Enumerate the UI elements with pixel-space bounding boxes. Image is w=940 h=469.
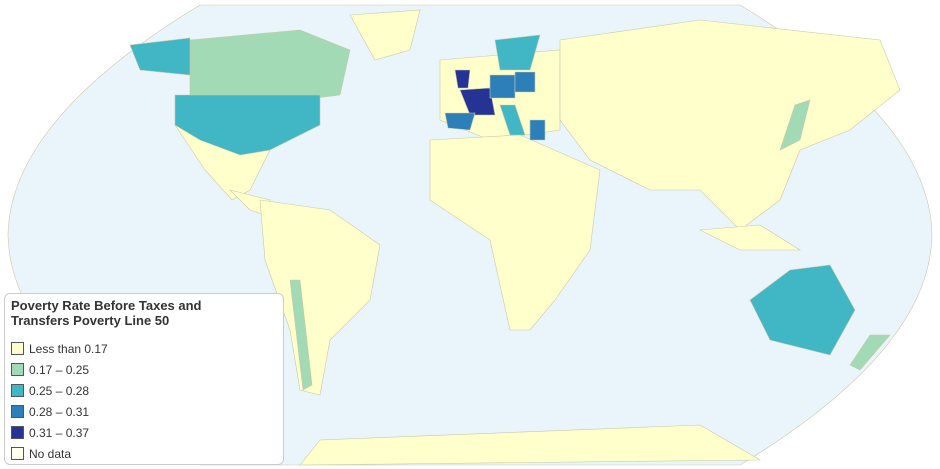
legend-label: No data: [29, 446, 72, 461]
legend-swatch: [11, 405, 24, 418]
country: [489, 74, 516, 99]
legend-item: 0.31 – 0.37: [11, 422, 277, 443]
country: [749, 264, 856, 356]
legend-swatch: [11, 363, 24, 376]
legend-items: Less than 0.17 0.17 – 0.25 0.25 – 0.28 0.28…: [11, 338, 277, 464]
legend-swatch: [11, 384, 24, 397]
legend-label: 0.25 – 0.28: [29, 383, 90, 398]
country: [444, 112, 476, 131]
country: [499, 104, 526, 136]
country: [429, 134, 601, 331]
country: [174, 94, 321, 156]
country: [514, 71, 536, 93]
country: [299, 424, 762, 466]
legend-label: 0.28 – 0.31: [29, 404, 90, 419]
country: [494, 34, 541, 71]
country: [459, 87, 496, 116]
country: [129, 37, 191, 76]
legend-item: 0.25 – 0.28: [11, 380, 277, 401]
country: [189, 29, 351, 101]
country: [779, 99, 811, 151]
legend-swatch: [11, 447, 24, 460]
legend-item: Less than 0.17: [11, 338, 277, 359]
country: [454, 69, 471, 89]
country: [698, 224, 802, 251]
legend-swatch: [11, 426, 24, 439]
legend-item: No data: [11, 443, 277, 464]
country: [529, 119, 546, 141]
legend: Poverty Rate Before Taxes and Transfers …: [4, 293, 284, 465]
country: [849, 334, 891, 371]
legend-item: 0.17 – 0.25: [11, 359, 277, 380]
legend-title: Poverty Rate Before Taxes and Transfers …: [11, 298, 202, 328]
legend-swatch: [11, 342, 24, 355]
legend-item: 0.28 – 0.31: [11, 401, 277, 422]
legend-label: 0.31 – 0.37: [29, 425, 90, 440]
legend-label: Less than 0.17: [29, 341, 108, 356]
country: [559, 19, 901, 231]
country: [289, 279, 313, 391]
country: [349, 9, 421, 61]
legend-label: 0.17 – 0.25: [29, 362, 90, 377]
